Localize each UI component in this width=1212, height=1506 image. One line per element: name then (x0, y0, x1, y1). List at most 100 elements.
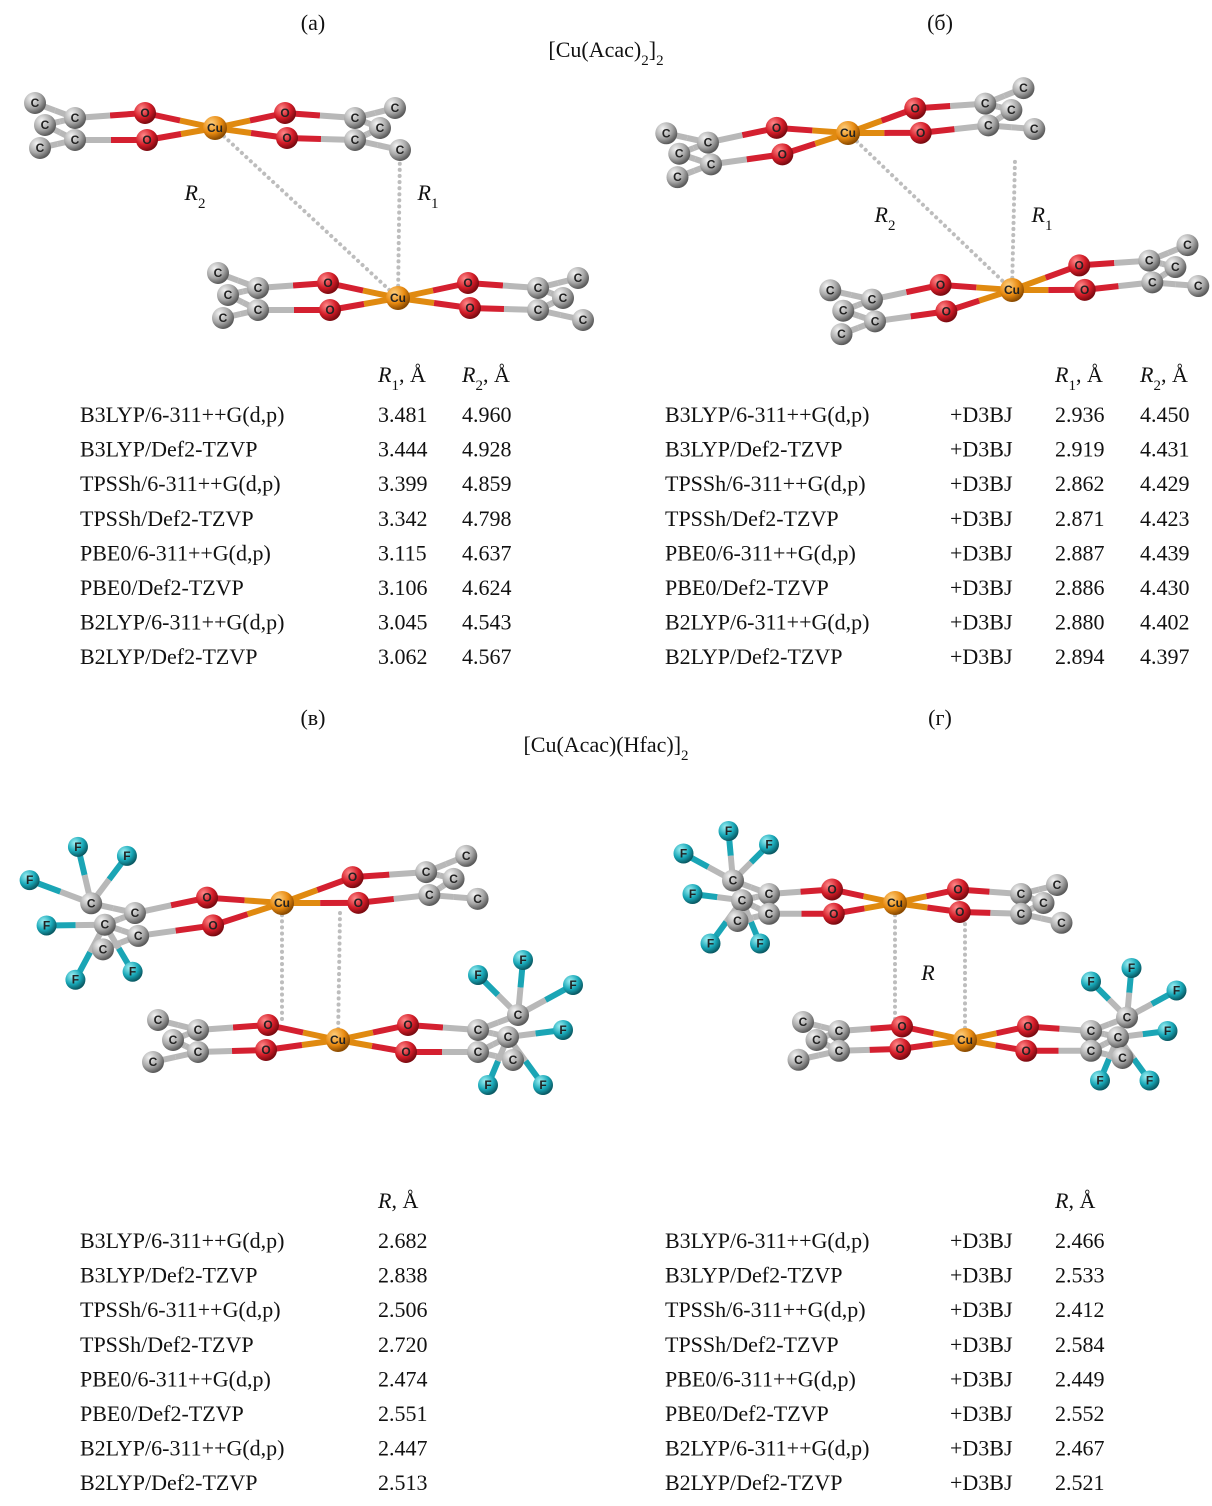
atom-label: F (1087, 975, 1094, 989)
method: B2LYP/Def2-TZVP (665, 644, 842, 669)
atom-label: O (942, 304, 951, 318)
value: 2.467 (1055, 1436, 1105, 1461)
atom-label: C (449, 872, 458, 886)
atom-label: C (704, 136, 713, 150)
value: 2.474 (378, 1366, 428, 1391)
value: 2.466 (1055, 1228, 1105, 1253)
distance-label: R1 (417, 180, 439, 212)
atom-label: C (835, 1044, 844, 1058)
correction: +D3BJ (950, 644, 1013, 669)
value: 2.838 (378, 1263, 428, 1288)
value: 3.045 (378, 610, 428, 635)
atom-label: C (396, 143, 405, 157)
atom-label: C (812, 1033, 821, 1047)
symbol: R (920, 960, 935, 985)
value: 3.481 (378, 402, 428, 427)
atom-label: C (1017, 887, 1026, 901)
symbol: R (377, 362, 392, 387)
atom-label: C (31, 96, 40, 110)
atom-label: F (519, 953, 526, 967)
contact-line (398, 148, 400, 298)
atom-label: F (569, 978, 576, 992)
value: 4.543 (462, 610, 512, 635)
panel-label: (б) (927, 10, 953, 35)
atom-label: F (43, 918, 50, 932)
atom-label: O (280, 106, 289, 120)
atom-label: C (514, 1008, 523, 1022)
molecule: CCCCCOOCuOOCCCCCFFFFFFCCCCCOOCuOOCCCCCFF… (674, 821, 1187, 1091)
atom-label: O (955, 905, 964, 919)
atom-label: O (261, 1043, 270, 1057)
unit: , Å (391, 1188, 418, 1213)
atom-label: C (254, 303, 263, 317)
correction: +D3BJ (950, 1470, 1013, 1495)
title-text: ] (649, 37, 656, 62)
contact-line (848, 133, 1012, 290)
atom-label: C (473, 892, 482, 906)
atom-label: C (254, 281, 263, 295)
value: 3.062 (378, 644, 428, 669)
atom-label: Cu (330, 1033, 346, 1047)
method: TPSSh/Def2-TZVP (665, 1332, 839, 1357)
method: TPSSh/6-311++G(d,p) (80, 1297, 281, 1322)
panel: (б)CCCCCOOCuOOCCCCCCCCCCOOCuOOCCCCCR2R1R… (655, 10, 1209, 669)
value: 2.513 (378, 1470, 428, 1495)
atom-label: C (579, 313, 588, 327)
column-header: R1, Å (377, 362, 426, 394)
title-text: [Cu(Acac) (548, 37, 641, 62)
atom-label: C (1053, 878, 1062, 892)
method: PBE0/Def2-TZVP (80, 575, 244, 600)
value: 3.115 (378, 540, 427, 565)
atom-label: F (1096, 1074, 1103, 1088)
atom-label: C (1039, 896, 1048, 910)
atom-label: C (1017, 907, 1026, 921)
atom-label: F (1128, 961, 1135, 975)
figure-title: [Cu(Acac)(Hfac)]2 (523, 732, 688, 764)
value: 2.720 (378, 1332, 428, 1357)
correction: +D3BJ (950, 610, 1013, 635)
atom-label: C (981, 97, 990, 111)
subscript: 1 (391, 378, 399, 394)
method: TPSSh/6-311++G(d,p) (665, 471, 866, 496)
atom-label: C (1030, 122, 1039, 136)
atom-label: C (765, 887, 774, 901)
correction: +D3BJ (950, 1228, 1013, 1253)
panel-label: (в) (300, 705, 325, 730)
atom-label: C (826, 283, 835, 297)
atom-label: Cu (207, 121, 223, 135)
atom-label: C (765, 907, 774, 921)
atom-label: C (376, 121, 385, 135)
value: 2.886 (1055, 575, 1105, 600)
atom-label: C (794, 1053, 803, 1067)
atom-label: C (707, 157, 716, 171)
atom-label: O (1023, 1020, 1032, 1034)
atom-label: F (707, 937, 714, 951)
value: 2.412 (1055, 1297, 1105, 1322)
atom-label: C (71, 111, 80, 125)
symbol: R (377, 1188, 392, 1213)
atom-label: F (129, 965, 136, 979)
correction: +D3BJ (950, 1401, 1013, 1426)
value: 2.682 (378, 1228, 428, 1253)
method: TPSSh/6-311++G(d,p) (665, 1297, 866, 1322)
value: 4.430 (1140, 575, 1190, 600)
method: B3LYP/6-311++G(d,p) (80, 402, 285, 427)
atom-label: F (72, 973, 79, 987)
value: 2.447 (378, 1436, 428, 1461)
value: 4.624 (462, 575, 512, 600)
atom-label: Cu (887, 896, 903, 910)
molecule: CCCCCOOCuOOCCCCCCCCCCOOCuOOCCCCC (655, 77, 1209, 345)
method: B3LYP/Def2-TZVP (80, 437, 257, 462)
molecule: CCCCCOOCuOOCCCCCFFFFFFCCCCCOOCuOOCCCCCFF… (20, 837, 583, 1095)
atom-label: C (1183, 238, 1192, 252)
column-header: R1, Å (1054, 362, 1103, 394)
method: B2LYP/6-311++G(d,p) (665, 1436, 870, 1461)
method: TPSSh/Def2-TZVP (80, 506, 254, 531)
figure: [Cu(Acac)2]2[Cu(Acac)(Hfac)]2(a)CCCCCOOC… (0, 0, 1212, 1506)
panel-label: (a) (301, 10, 325, 35)
figure-title: [Cu(Acac)2]2 (548, 37, 663, 69)
molecule: CCCCCOOCuOOCCCCCCCCCCOOCuOOCCCCC (24, 92, 594, 331)
value: 4.637 (462, 540, 512, 565)
unit: , Å (1068, 1188, 1095, 1213)
column-header: R2, Å (1139, 362, 1188, 394)
